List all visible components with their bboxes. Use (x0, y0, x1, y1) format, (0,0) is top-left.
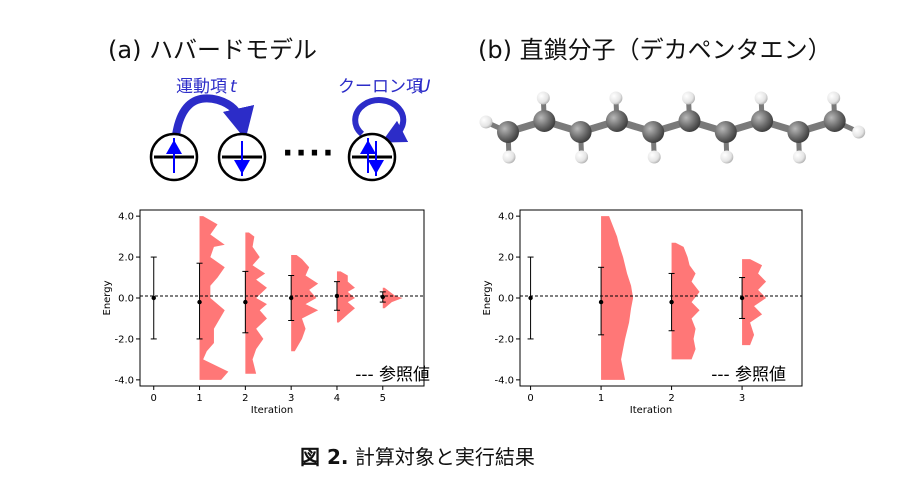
mean-point-iter-0 (528, 295, 533, 301)
y-tick-label: -4.0 (494, 375, 514, 386)
distribution-iter-4 (336, 271, 355, 323)
carbon-atom (605, 110, 628, 132)
hubbard-diagram: 運動項 t クーロン項 U ···· (149, 77, 430, 182)
site-circle-1 (149, 132, 199, 182)
chart-a-legend: --- 参照値 (355, 365, 430, 385)
x-tick-label: 3 (739, 393, 745, 404)
site-circle-2 (217, 132, 267, 182)
site-circle-doubly-occupied (347, 132, 397, 182)
hydrogen-atom (754, 91, 768, 105)
y-tick-label: 4.0 (118, 212, 134, 223)
distribution-iter-5 (382, 287, 403, 309)
decapentaene-molecule (479, 91, 866, 164)
mean-point-iter-1 (197, 299, 202, 305)
carbon-atom (533, 110, 556, 132)
mean-point-iter-1 (598, 299, 604, 305)
figure-caption-text: 計算対象と実行結果 (348, 445, 535, 469)
y-tick-label: 0.0 (498, 294, 514, 305)
chart-b: 4.0 2.0 0.0 -2.0 -4.0 0 1 2 3 Iteration Energy ---… (482, 209, 803, 416)
carbon-atom (569, 121, 592, 143)
coulomb-term-symbol: U (418, 77, 430, 97)
chart-b-legend: --- 参照値 (711, 365, 786, 385)
hydrogen-atom (647, 150, 661, 164)
hopping-arrow (171, 94, 255, 144)
hydrogen-atom (827, 91, 841, 105)
x-axis-label: Iteration (630, 405, 672, 416)
y-axis-label: Energy (482, 280, 493, 315)
distribution-iter-2 (671, 242, 700, 360)
y-tick-label: 2.0 (498, 253, 514, 264)
x-tick-label: 1 (598, 393, 604, 404)
kinetic-term-label: 運動項 (176, 77, 227, 97)
figure-caption: 図 2. 計算対象と実行結果 (300, 441, 535, 470)
hydrogen-atom (609, 91, 623, 105)
hydrogen-atom (852, 125, 866, 139)
x-axis-label: Iteration (251, 405, 293, 416)
mean-point-iter-2 (669, 299, 674, 305)
y-tick-label: -4.0 (114, 375, 134, 386)
hydrogen-atom (720, 150, 734, 164)
distribution-iter-3 (742, 259, 767, 346)
coulomb-term-label: クーロン項 (338, 77, 423, 97)
x-tick-label: 3 (288, 393, 294, 404)
panel-a-title: (a) ハバードモデル (108, 36, 318, 64)
mean-point-iter-0 (151, 295, 156, 301)
coulomb-loop-arrow (352, 97, 409, 143)
distribution-iter-2 (245, 232, 267, 374)
carbon-atom (642, 121, 665, 143)
mean-point-iter-4 (334, 293, 340, 299)
y-axis-label: Energy (102, 280, 113, 315)
hydrogen-atom (682, 91, 695, 105)
hydrogen-atom (792, 150, 806, 164)
x-tick-label: 2 (242, 393, 248, 404)
kinetic-term-symbol: t (230, 77, 238, 97)
y-tick-label: 2.0 (118, 253, 134, 264)
mean-point-iter-2 (243, 299, 248, 305)
x-tick-label: 5 (380, 393, 386, 404)
x-tick-label: 1 (196, 393, 202, 404)
hydrogen-atom (502, 150, 516, 164)
hydrogen-atom (575, 150, 589, 164)
carbon-atom (497, 121, 519, 143)
x-tick-label: 4 (334, 393, 340, 404)
mean-point-iter-3 (739, 295, 745, 301)
panel-b-title: (b) 直鎖分子（デカペンタエン） (478, 36, 832, 64)
x-tick-label: 0 (151, 393, 157, 404)
carbon-atom (751, 110, 774, 132)
ellipsis: ···· (282, 136, 336, 171)
hydrogen-atom (536, 91, 550, 105)
y-tick-label: -2.0 (494, 334, 514, 345)
x-tick-label: 2 (668, 393, 674, 404)
mean-point-iter-3 (288, 295, 294, 301)
carbon-atom (678, 110, 701, 132)
chart-a: 4.0 2.0 0.0 -2.0 -4.0 0 1 2 3 4 5 Iteration Energy -… (102, 209, 430, 416)
figure-caption-label: 図 2. (300, 445, 349, 469)
carbon-atom (714, 121, 737, 143)
distribution-iter-3 (291, 255, 319, 352)
y-tick-label: 0.0 (118, 294, 134, 305)
carbon-atom (823, 110, 846, 132)
y-tick-label: -2.0 (114, 334, 134, 345)
hydrogen-atom (479, 115, 493, 129)
y-tick-label: 4.0 (498, 212, 514, 223)
molecule-atoms (479, 91, 866, 164)
carbon-atom (787, 121, 810, 143)
distribution-iter-1 (601, 216, 634, 380)
mean-point-iter-5 (380, 294, 385, 300)
x-tick-label: 0 (527, 393, 533, 404)
distribution-iter-1 (199, 216, 229, 380)
